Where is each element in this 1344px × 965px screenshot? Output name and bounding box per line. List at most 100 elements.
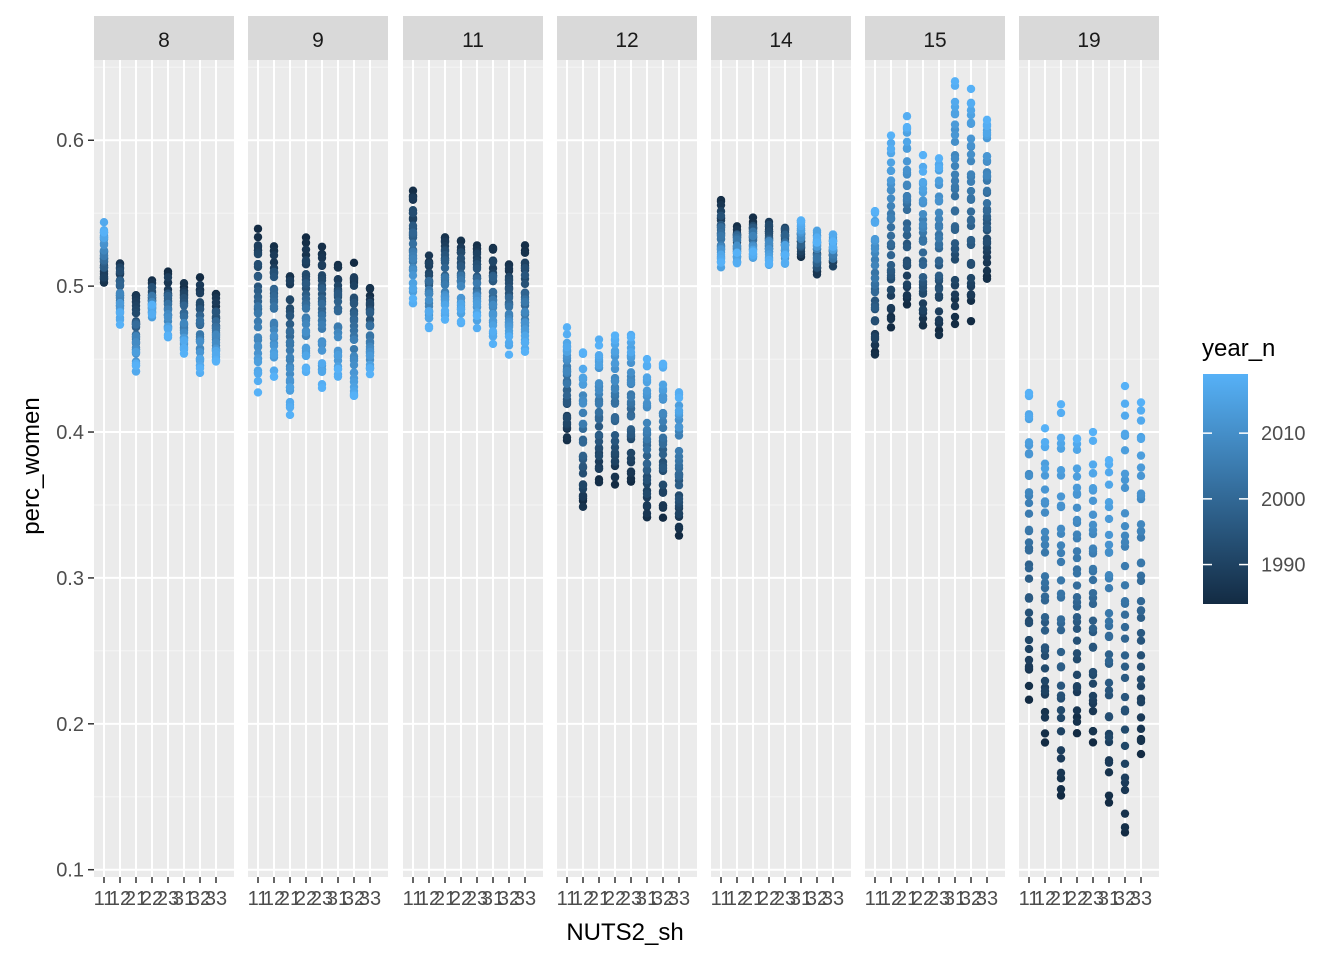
- data-point: [285, 311, 295, 321]
- data-point: [269, 272, 279, 282]
- data-point: [424, 251, 434, 260]
- data-point: [520, 347, 530, 357]
- data-point: [408, 215, 418, 224]
- data-point: [1136, 416, 1146, 425]
- data-point: [115, 320, 125, 329]
- data-point: [1072, 483, 1082, 492]
- data-point: [748, 247, 758, 256]
- data-point: [253, 341, 263, 351]
- data-point: [562, 323, 572, 332]
- data-point: [870, 350, 880, 359]
- x-tick-label: 33: [205, 888, 227, 910]
- facet-strip-label: 19: [1077, 29, 1100, 52]
- data-point: [333, 322, 343, 331]
- facet-strip-label: 15: [923, 29, 946, 52]
- data-point: [520, 331, 530, 340]
- data-point: [902, 258, 912, 267]
- data-point: [131, 361, 141, 371]
- data-point: [562, 398, 572, 407]
- data-point: [179, 318, 189, 328]
- data-point: [658, 394, 668, 403]
- data-point: [195, 348, 205, 357]
- x-tick-label: 23: [620, 888, 642, 910]
- data-point: [301, 256, 311, 265]
- data-point: [424, 295, 434, 305]
- data-point: [642, 475, 652, 485]
- data-point: [594, 379, 604, 388]
- data-point: [520, 325, 530, 334]
- data-point: [424, 307, 434, 316]
- data-point: [115, 280, 125, 289]
- data-point: [950, 120, 960, 129]
- data-point: [934, 240, 944, 249]
- data-point: [902, 205, 912, 215]
- data-point: [269, 331, 279, 340]
- data-point: [966, 156, 976, 166]
- data-point: [918, 272, 928, 282]
- data-point: [658, 380, 668, 389]
- data-point: [1056, 501, 1066, 510]
- data-point: [674, 406, 684, 415]
- data-point: [1072, 434, 1082, 444]
- data-point: [578, 480, 588, 490]
- legend-tick-label: 1990: [1261, 555, 1306, 577]
- data-point: [870, 303, 880, 312]
- data-point: [626, 378, 636, 387]
- data-point: [1088, 706, 1098, 716]
- data-point: [902, 137, 912, 146]
- data-point: [365, 364, 375, 373]
- data-point: [317, 284, 327, 293]
- data-point: [918, 184, 928, 193]
- data-point: [195, 337, 205, 346]
- data-point: [1120, 483, 1130, 493]
- data-point: [626, 368, 636, 377]
- data-point: [966, 194, 976, 203]
- data-point: [504, 284, 514, 293]
- data-point: [163, 324, 173, 334]
- data-point: [610, 359, 620, 368]
- data-point: [642, 445, 652, 454]
- data-point: [456, 293, 466, 303]
- data-point: [1024, 618, 1034, 628]
- data-point: [828, 237, 838, 246]
- data-point: [626, 333, 636, 342]
- data-point: [1056, 791, 1066, 800]
- legend-title: year_n: [1202, 335, 1275, 362]
- data-point: [99, 217, 109, 227]
- data-point: [812, 270, 822, 279]
- data-point: [1072, 515, 1082, 525]
- data-point: [1104, 650, 1114, 659]
- data-point: [408, 208, 418, 218]
- facet-strip-label: 8: [158, 29, 170, 52]
- data-point: [195, 280, 205, 290]
- data-point: [1088, 738, 1098, 747]
- data-point: [349, 344, 359, 354]
- data-point: [950, 77, 960, 86]
- data-point: [285, 319, 295, 329]
- data-point: [966, 134, 976, 143]
- data-point: [674, 446, 684, 456]
- data-point: [1104, 656, 1114, 666]
- facet-strip: [557, 16, 697, 60]
- data-point: [349, 335, 359, 345]
- data-point: [408, 284, 418, 293]
- data-point: [1136, 398, 1146, 407]
- data-point: [317, 338, 327, 348]
- data-point: [147, 300, 157, 310]
- data-point: [870, 316, 880, 325]
- data-point: [163, 313, 173, 322]
- data-point: [424, 259, 434, 268]
- data-point: [642, 361, 652, 370]
- data-point: [902, 180, 912, 189]
- data-point: [1072, 503, 1082, 512]
- data-point: [610, 414, 620, 423]
- data-point: [1136, 520, 1146, 529]
- data-point: [333, 275, 343, 284]
- data-point: [1040, 686, 1050, 696]
- data-point: [179, 301, 189, 310]
- data-point: [269, 366, 279, 375]
- data-point: [870, 274, 880, 283]
